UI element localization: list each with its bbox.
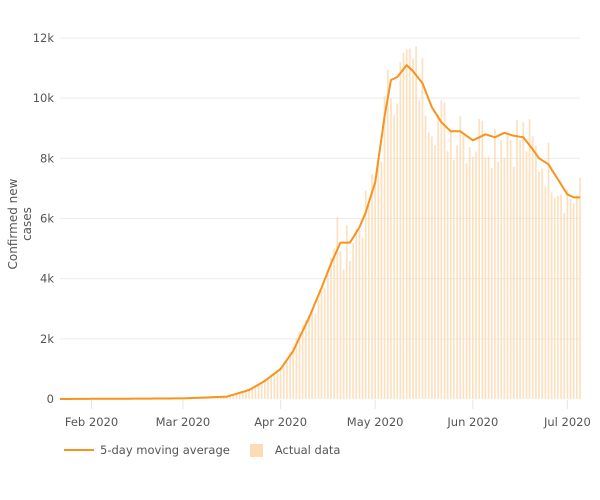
legend-line-label: 5-day moving average	[100, 443, 230, 457]
y-tick-label: 4k	[40, 272, 54, 286]
x-tick-label: Feb 2020	[65, 415, 118, 429]
legend: 5-day moving average Actual data	[64, 443, 340, 457]
moving-average-line	[60, 64, 580, 400]
y-tick-label: 2k	[40, 332, 54, 346]
gridlines	[60, 37, 580, 340]
legend-bar-label: Actual data	[274, 443, 341, 457]
bar-swatch-icon	[249, 443, 263, 457]
x-axis-ticks: Feb 2020 Mar 2020 Apr 2020 May 2020 Jun 2020…	[65, 400, 591, 429]
x-tick-label: Mar 2020	[156, 415, 211, 429]
actual-data-bars	[68, 46, 581, 400]
y-tick-label: 12k	[33, 31, 55, 45]
y-tick-label: 0	[47, 392, 54, 406]
x-tick-label: Jun 2020	[446, 415, 498, 429]
x-tick-label: Jul 2020	[543, 415, 591, 429]
y-axis-label: Confirmed new cases	[6, 178, 34, 270]
y-axis-ticks: 0 2k 4k 6k 8k 10k 12k	[33, 31, 55, 406]
x-tick-label: May 2020	[347, 415, 404, 429]
y-tick-label: 10k	[33, 91, 55, 105]
y-tick-label: 8k	[40, 151, 54, 165]
y-tick-label: 6k	[40, 212, 54, 226]
line-swatch-icon	[64, 449, 94, 451]
x-tick-label: Apr 2020	[254, 415, 307, 429]
